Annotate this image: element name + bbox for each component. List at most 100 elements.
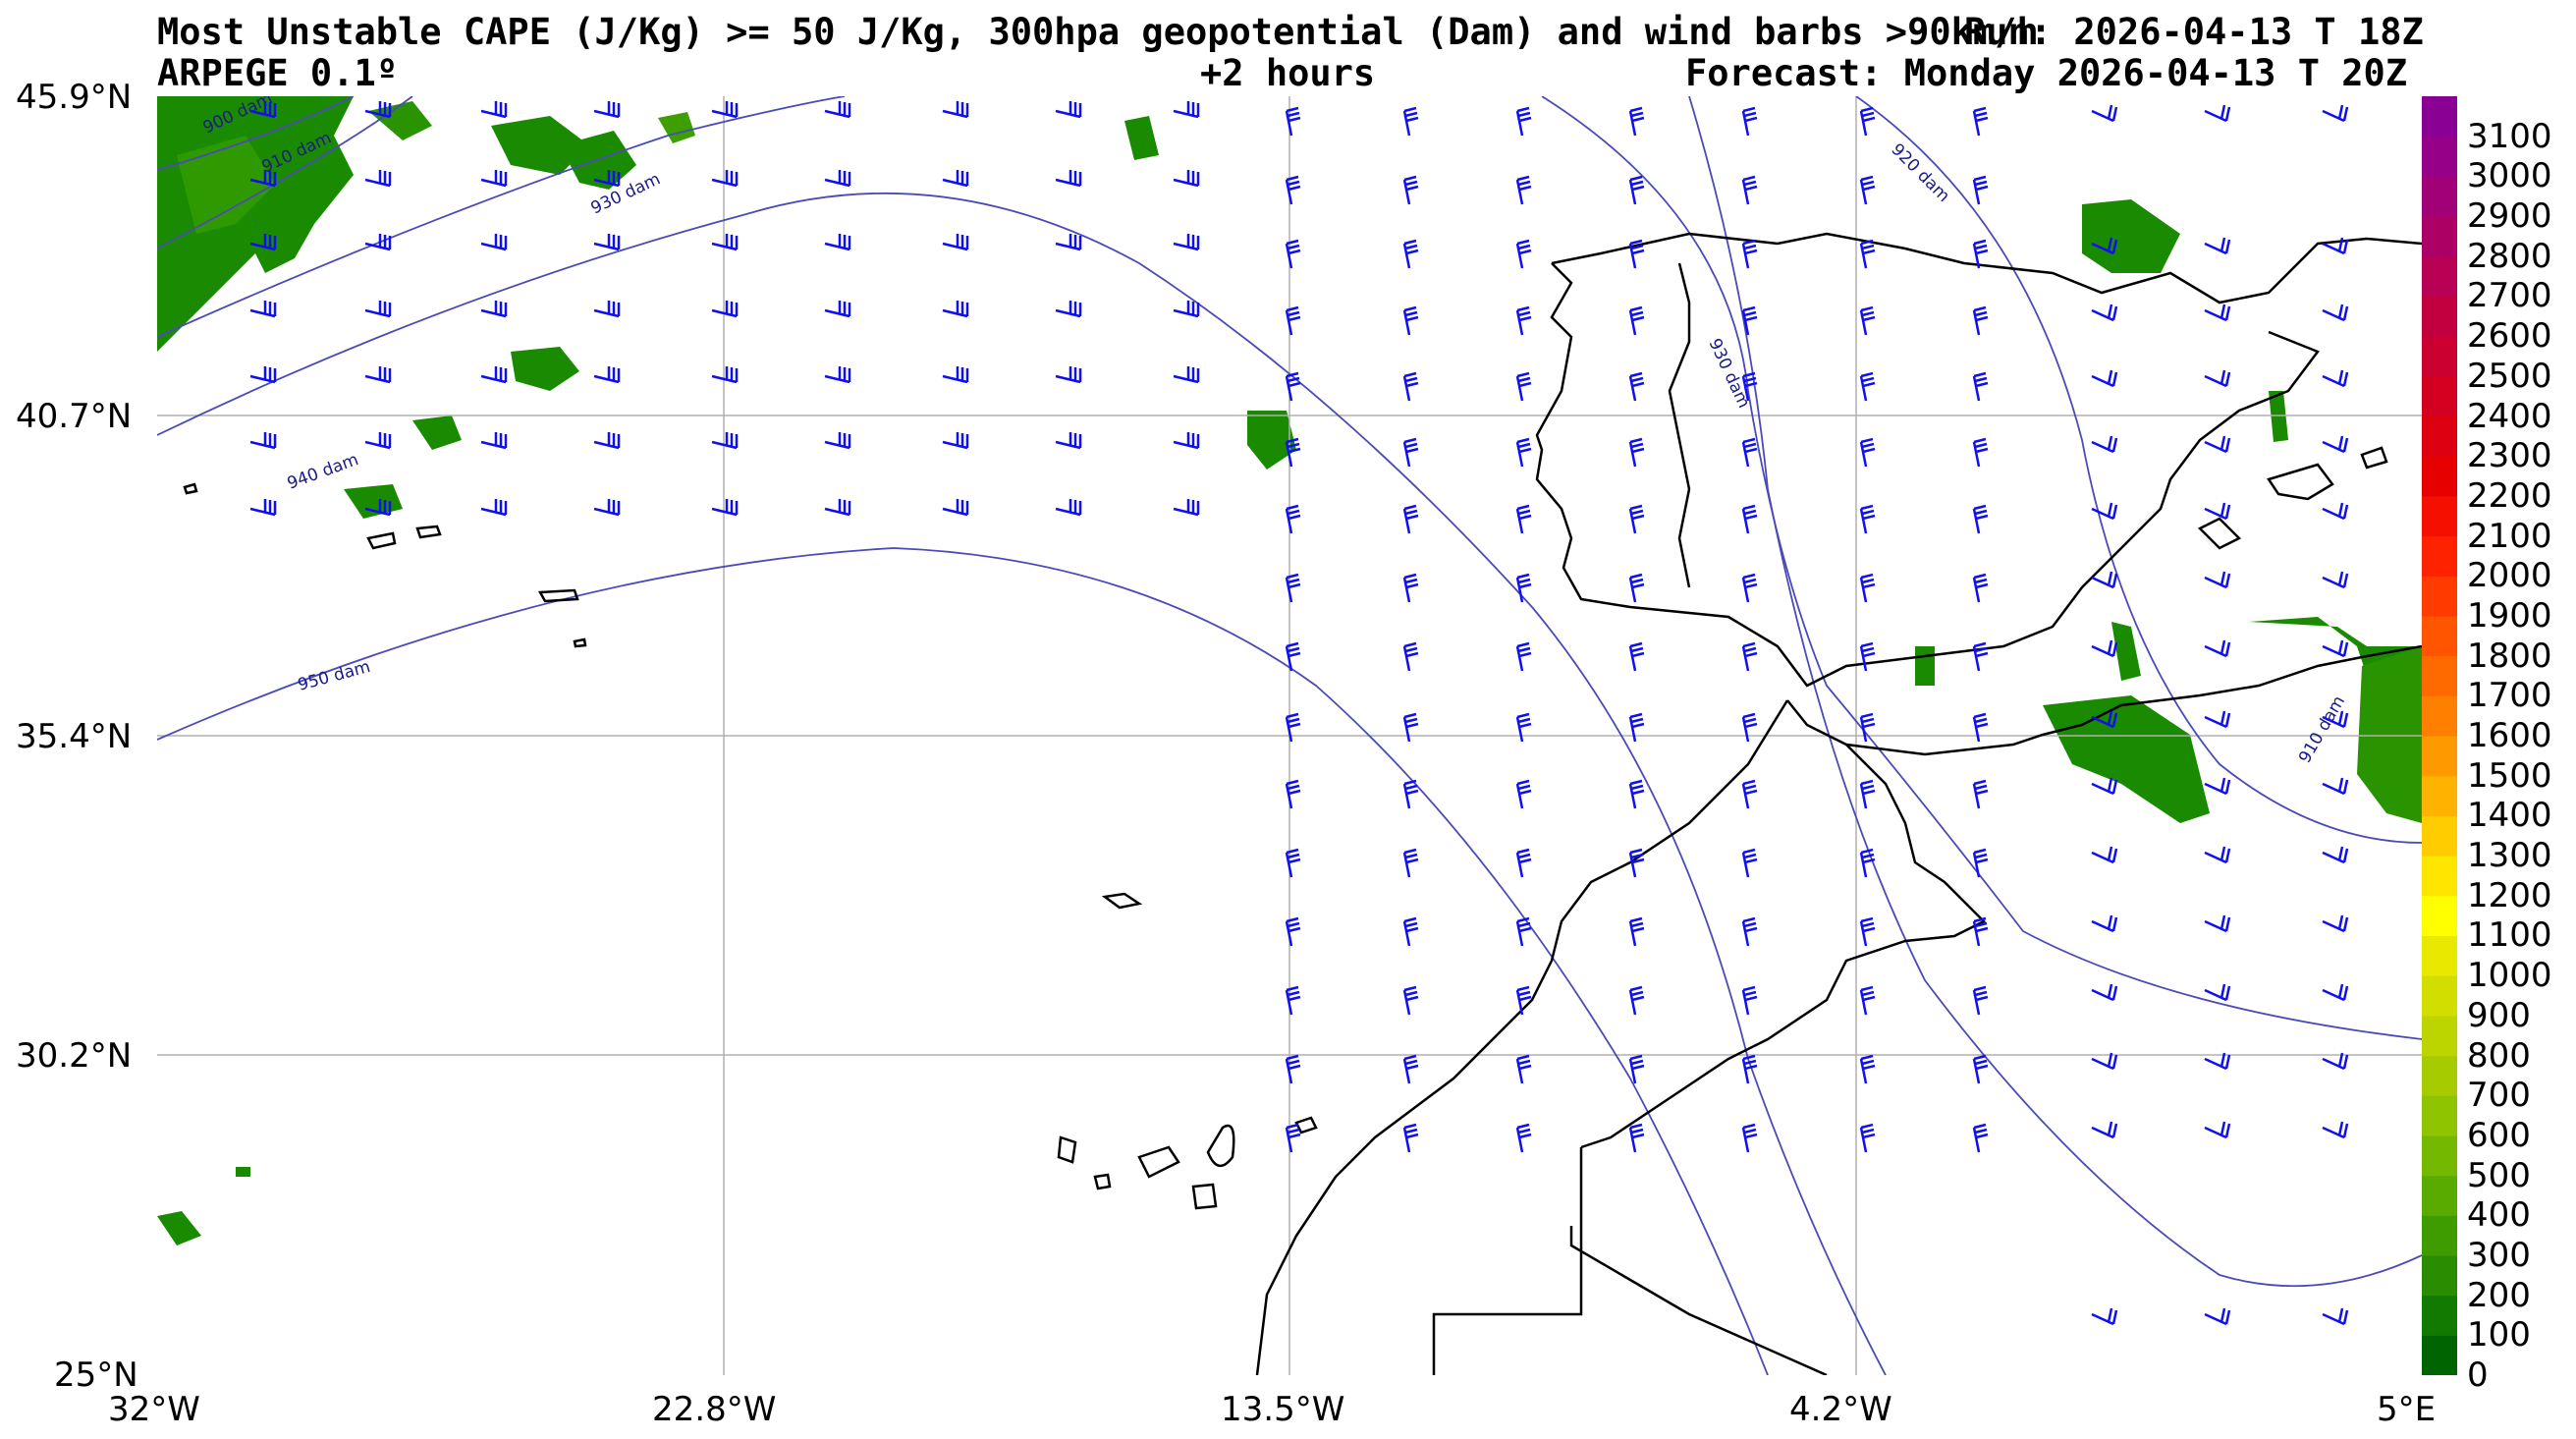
colorbar-segment [2422, 176, 2457, 217]
colorbar-segment [2422, 1015, 2457, 1057]
canary-2 [1137, 1145, 1180, 1179]
algeria-coast [1580, 744, 1987, 1149]
colorbar-segment [2422, 1135, 2457, 1177]
wind-barb [1285, 371, 1301, 402]
wind-barb [1515, 712, 1532, 743]
wind-barb [2204, 571, 2231, 589]
wind-barb [2091, 983, 2118, 1002]
wind-barb [2091, 304, 2118, 322]
wind-barb [1741, 437, 1758, 468]
wind-barb [824, 234, 851, 251]
colorbar-tick-label: 1800 [2467, 636, 2552, 676]
wind-barb [2091, 1052, 2118, 1071]
colorbar-tick-label: 900 [2467, 995, 2531, 1035]
wind-barb [2322, 435, 2349, 454]
wind-barb [1859, 985, 1876, 1016]
wind-barb [1628, 1123, 1645, 1153]
wind-barb [1972, 641, 1989, 672]
balearic-2 [2267, 463, 2334, 501]
contour-line [157, 547, 1769, 1375]
wind-barb [711, 170, 739, 188]
azores-4 [537, 588, 579, 603]
wind-barb [2091, 237, 2118, 255]
cape-patch [491, 116, 589, 175]
colorbar-segment [2422, 1295, 2457, 1336]
wind-barb [1402, 1123, 1419, 1153]
wind-barb [824, 432, 851, 450]
wind-barb [2204, 1121, 2231, 1139]
wind-barb [1173, 301, 1200, 318]
wind-barb [2204, 502, 2231, 521]
wind-barb [364, 101, 392, 119]
wind-barb [1402, 848, 1419, 878]
wind-barb [1515, 916, 1532, 947]
wind-barb [593, 170, 621, 188]
wind-barb [1285, 985, 1301, 1016]
wind-barb [711, 499, 739, 517]
contour-line [1855, 96, 2422, 844]
colorbar-tick-label: 1700 [2467, 676, 2552, 716]
colorbar-segment [2422, 655, 2457, 696]
lon-tick-label: 4.2°W [1789, 1390, 1892, 1429]
wind-barb [480, 366, 508, 384]
wind-barb [2204, 983, 2231, 1002]
wind-barb [1055, 499, 1082, 517]
wind-barb [1285, 239, 1301, 269]
wind-barb [1055, 234, 1082, 251]
run-time: Run: 2026-04-13 T 18Z [1964, 11, 2424, 53]
cape-patch [1915, 646, 1935, 686]
cape-patch [2357, 646, 2422, 823]
wind-barb [593, 234, 621, 251]
colorbar-tick-label: 200 [2467, 1275, 2531, 1315]
wind-barb [2204, 104, 2231, 123]
wind-barb [1972, 712, 1989, 743]
wind-barb [2322, 1307, 2349, 1326]
wind-barb [249, 366, 277, 384]
cape-patch [177, 136, 275, 234]
lon-tick-label: 22.8°W [652, 1390, 777, 1429]
geopotential-contours [157, 96, 2422, 1375]
colorbar-segment [2422, 255, 2457, 298]
azores-1 [183, 482, 198, 495]
wind-barb [1402, 305, 1419, 336]
wind-barb [1859, 573, 1876, 603]
wind-barb [1972, 305, 1989, 336]
map-panel: 900 dam 910 dam 930 dam 940 dam 950 dam … [157, 96, 2422, 1375]
wind-barb [1859, 175, 1876, 205]
wind-barb [1402, 175, 1419, 205]
colorbar-segment [2422, 136, 2457, 177]
wind-barb [1628, 641, 1645, 672]
wind-barb [2322, 502, 2349, 521]
colorbar-segment [2422, 1095, 2457, 1136]
wind-barb [1859, 1054, 1876, 1084]
wind-barb [1285, 1123, 1301, 1153]
colorbar-segment [2422, 535, 2457, 577]
balearic-3 [2360, 446, 2388, 470]
lat-tick-label: 25°N [54, 1356, 138, 1395]
wind-barb [1859, 504, 1876, 534]
cape-patch [2043, 695, 2210, 823]
wind-barb [1859, 641, 1876, 672]
wind-barb [1859, 916, 1876, 947]
cape-patch [1247, 411, 1296, 470]
wind-barb [1859, 712, 1876, 743]
wind-barb [1402, 641, 1419, 672]
wind-barb [1285, 573, 1301, 603]
colorbar-segment [2422, 895, 2457, 937]
canary-4 [1093, 1173, 1112, 1190]
wind-barb [1628, 305, 1645, 336]
wind-barb [1402, 985, 1419, 1016]
colorbar-segment [2422, 495, 2457, 537]
colorbar-tick-label: 2000 [2467, 556, 2552, 596]
lat-tick-label: 35.4°N [16, 717, 133, 756]
colorbar-segment [2422, 415, 2457, 457]
wind-barb [480, 234, 508, 251]
cape-patch [236, 1167, 250, 1177]
colorbar-tick-label: 100 [2467, 1315, 2531, 1356]
colorbar-segment [2422, 775, 2457, 816]
colorbar-segment [2422, 695, 2457, 737]
wind-barb [1972, 437, 1989, 468]
wind-barb [1628, 239, 1645, 269]
wind-barb [2204, 639, 2231, 658]
contour-line [157, 96, 846, 338]
